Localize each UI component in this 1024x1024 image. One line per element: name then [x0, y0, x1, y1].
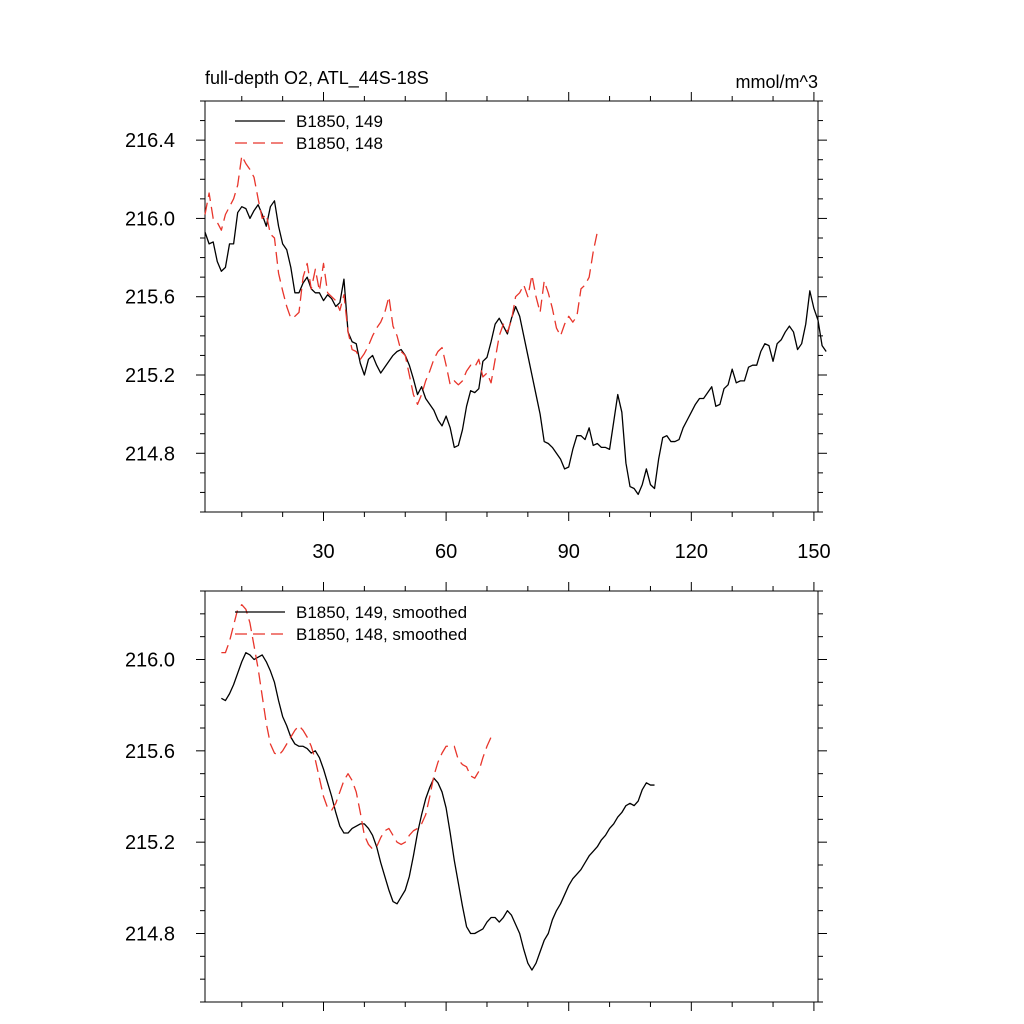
- bottom-panel-legend: B1850, 149, smoothed B1850, 148, smoothe…: [235, 603, 467, 644]
- x-tick-label-60: 60: [435, 541, 457, 563]
- top-panel-title: full-depth O2, ATL_44S-18S: [205, 68, 429, 89]
- top-panel-legend: B1850, 149 B1850, 148: [235, 112, 383, 153]
- legend-label-b1850-149-smoothed: B1850, 149, smoothed: [296, 603, 467, 622]
- y-tick-label-215-2: 215.2: [125, 365, 175, 387]
- x-tick-label-90: 90: [558, 541, 580, 563]
- y-tick-label-216: 216.0: [125, 208, 175, 230]
- y-tick-label-216: 216.0: [125, 650, 175, 672]
- series-line-b1850-148-smoothed: [221, 604, 492, 850]
- series-line-b1850-149: [204, 200, 827, 496]
- x-tick-label-120: 120: [675, 541, 708, 563]
- y-tick-label-215-6: 215.6: [125, 741, 175, 763]
- series-line-b1850-149-smoothed: [221, 652, 655, 971]
- bottom-panel: 214.8 215.2 215.6 216.0 B1850, 149, smoothe…: [125, 582, 827, 1011]
- y-tick-label-215-6: 215.6: [125, 287, 175, 309]
- x-tick-label-150: 150: [797, 541, 830, 563]
- top-panel-frame: [204, 100, 819, 513]
- top-panel-units: mmol/m^3: [736, 72, 818, 92]
- top-panel-series: [204, 155, 827, 496]
- y-tick-label-214-8: 214.8: [125, 924, 175, 946]
- bottom-panel-ticks: 214.8 215.2 215.6 216.0: [125, 582, 827, 1011]
- bottom-panel-series: [221, 604, 655, 971]
- x-tick-label-30: 30: [312, 541, 334, 563]
- series-line-b1850-148: [204, 155, 598, 406]
- y-tick-label-214-8: 214.8: [125, 443, 175, 465]
- bottom-panel-frame: [204, 590, 819, 1003]
- legend-label-b1850-148-smoothed: B1850, 148, smoothed: [296, 625, 467, 644]
- y-tick-label-215-2: 215.2: [125, 832, 175, 854]
- top-panel-ticks: 30 60 90 120 150 214.8 215.2 215.6 216.0 216.4: [125, 92, 831, 563]
- legend-label-b1850-148: B1850, 148: [296, 134, 383, 153]
- y-tick-label-216-4: 216.4: [125, 130, 175, 152]
- legend-label-b1850-149: B1850, 149: [296, 112, 383, 131]
- top-panel: full-depth O2, ATL_44S-18S mmol/m^3 30 60…: [125, 68, 831, 563]
